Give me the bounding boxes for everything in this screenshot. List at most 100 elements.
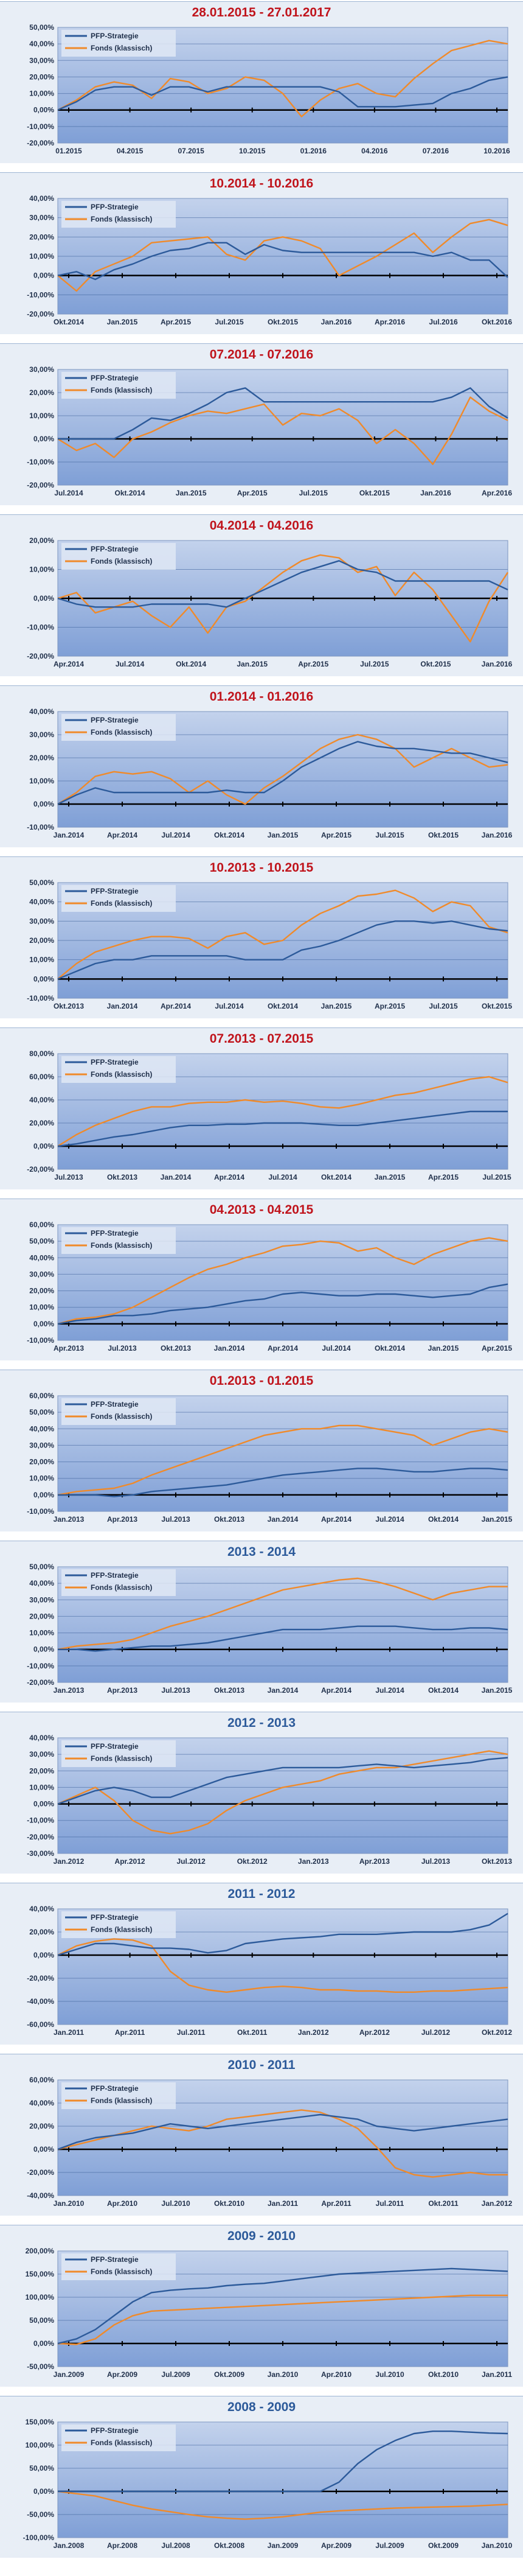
x-tick-label: Apr.2015	[298, 660, 328, 668]
y-tick-label: 10,00%	[29, 777, 54, 785]
x-tick-label: Jul.2015	[375, 831, 404, 839]
y-tick-label: 0,00%	[33, 975, 54, 983]
y-tick-label: 40,00%	[29, 707, 54, 716]
x-tick-label: Okt.2014	[214, 831, 244, 839]
x-tick-label: Jul.2013	[108, 1344, 137, 1353]
legend-box	[61, 2253, 176, 2280]
x-tick-label: Okt.2013	[107, 1173, 137, 1181]
series-line	[58, 1625, 508, 1652]
legend-box	[61, 2424, 176, 2451]
y-tick-label: 40,00%	[29, 1424, 54, 1433]
x-tick-label: Jul.2015	[360, 660, 389, 668]
y-tick-label: 20,00%	[29, 72, 54, 81]
legend-label: PFP-Strategie	[91, 1571, 139, 1580]
series-line	[57, 741, 508, 805]
y-tick-label: 50,00%	[29, 2316, 54, 2325]
line-chart: 200,00%150,00%100,00%50,00%0,00%-50,00%J…	[26, 2247, 513, 2379]
x-tick-label: Okt.2015	[268, 318, 298, 326]
y-tick-label: 0,00%	[33, 2339, 54, 2348]
legend-label: PFP-Strategie	[91, 1229, 139, 1237]
line-chart: 50,00% 40,00% 30,00% 20,00% 10,00% 0,00% -10,0…	[27, 1563, 513, 1695]
x-tick-label: Jul.2012	[176, 1857, 206, 1866]
series-line	[57, 1076, 508, 1147]
x-tick-label: Okt.2012	[237, 1857, 268, 1866]
legend-label: PFP-Strategie	[91, 1913, 139, 1922]
y-tick-label: -40,00%	[27, 2191, 54, 2200]
x-tick-label: Jan.2015	[482, 1686, 513, 1695]
y-tick-label: 150,00%	[26, 2418, 55, 2426]
chart-title: 2010 - 2011	[227, 2058, 296, 2072]
x-tick-label: Apr.2015	[375, 1002, 405, 1010]
y-tick-label: 30,00%	[29, 730, 54, 739]
x-tick-label: Apr.2009	[321, 2541, 352, 2550]
x-tick-label: Jul.2015	[299, 489, 328, 497]
x-tick-label: Jul.2011	[376, 2199, 404, 2208]
legend-label: PFP-Strategie	[91, 716, 139, 724]
legend-label: Fonds (klassisch)	[91, 2096, 152, 2105]
x-tick-label: 07.2016	[423, 147, 449, 155]
x-tick-label: Okt.2015	[359, 489, 390, 497]
chart-panel: 2009 - 2010 200,00% 150,00% 100,00% 50,00% 0,…	[0, 2225, 523, 2387]
y-tick-label: 20,00%	[29, 1612, 54, 1620]
series-line	[57, 2113, 508, 2151]
x-tick-label: Jul.2010	[161, 2199, 190, 2208]
y-tick-label: -10,00%	[27, 290, 54, 299]
legend-box	[61, 201, 176, 228]
line-chart: 80,00%60,00%40,00%20,00%0,00%-20,00%Jul.…	[27, 1049, 511, 1181]
chart-title: 2009 - 2010	[227, 2229, 296, 2243]
legend-label: Fonds (klassisch)	[91, 2438, 152, 2447]
x-tick-label: Apr.2014	[321, 1686, 352, 1695]
series-line	[58, 2431, 508, 2493]
series-line	[57, 889, 508, 980]
series-line	[57, 1424, 508, 1496]
chart-title: 2008 - 2009	[227, 2400, 296, 2414]
x-tick-label: Jan.2012	[298, 2028, 329, 2037]
y-tick-label: 30,00%	[29, 1270, 54, 1278]
x-tick-label: Jan.2010	[482, 2541, 513, 2550]
series-line	[57, 1577, 508, 1650]
x-tick-label: Apr.2013	[359, 1857, 390, 1866]
y-tick-label: 0,00%	[33, 1491, 54, 1499]
chart-title: 07.2013 - 07.2015	[209, 1032, 314, 1046]
series-line	[57, 2109, 508, 2178]
legend-box	[61, 1398, 176, 1425]
x-tick-label: Apr.2009	[107, 2370, 137, 2379]
y-tick-label: 20,00%	[29, 754, 54, 762]
y-tick-label: 0,00%	[33, 1951, 54, 1959]
x-tick-label: Okt.2010	[214, 2199, 244, 2208]
x-tick-label: Okt.2014	[176, 660, 206, 668]
y-tick-label: 10,00%	[29, 89, 54, 98]
x-tick-label: Jul.2014	[375, 1515, 404, 1524]
series-line	[57, 2267, 508, 2345]
y-tick-label: -10,00%	[27, 122, 54, 131]
legend-box	[61, 1911, 176, 1938]
x-tick-label: Jul.2013	[161, 1515, 190, 1524]
legend-label: Fonds (klassisch)	[91, 1925, 152, 1934]
chart-panel: 2011 - 2012 40,00% 20,00% 0,00% -20,00% -40,0…	[0, 1883, 523, 2045]
x-tick-label: Okt.2014	[428, 1515, 459, 1524]
x-tick-label: Jul.2014	[322, 1344, 351, 1353]
x-tick-label: Apr.2012	[359, 2028, 390, 2037]
y-tick-label: -10,00%	[27, 1507, 54, 1516]
x-tick-label: Jan.2008	[54, 2541, 85, 2550]
legend-label: PFP-Strategie	[91, 2084, 139, 2093]
line-chart: 30,00%20,00%10,00%0,00%-10,00%-20,00%Jul…	[27, 365, 512, 497]
y-tick-label: -20,00%	[27, 139, 54, 147]
y-tick-label: 20,00%	[29, 1928, 54, 1936]
chart-title: 10.2013 - 10.2015	[209, 861, 314, 875]
legend-label: PFP-Strategie	[91, 2426, 139, 2435]
y-tick-label: 30,00%	[29, 365, 54, 374]
y-tick-label: 60,00%	[29, 1391, 54, 1400]
x-tick-label: Jan.2012	[482, 2199, 513, 2208]
chart-title: 28.01.2015 - 27.01.2017	[192, 5, 331, 19]
y-tick-label: 30,00%	[29, 56, 54, 65]
y-tick-label: 60,00%	[29, 2076, 54, 2084]
y-tick-label: 0,00%	[33, 2487, 54, 2496]
y-tick-label: 0,00%	[33, 1142, 54, 1150]
x-tick-label: Jan.2015	[176, 489, 207, 497]
chart-panel: 28.01.2015 - 27.01.2017 50,00% 40,00% 30,00…	[0, 1, 523, 163]
x-tick-label: Jan.2014	[214, 1344, 245, 1353]
x-tick-label: Okt.2014	[375, 1344, 405, 1353]
y-tick-label: 0,00%	[33, 1320, 54, 1328]
chart-panel: 2008 - 2009 150,00% 100,00% 50,00% 0,00% -50,…	[0, 2396, 523, 2558]
